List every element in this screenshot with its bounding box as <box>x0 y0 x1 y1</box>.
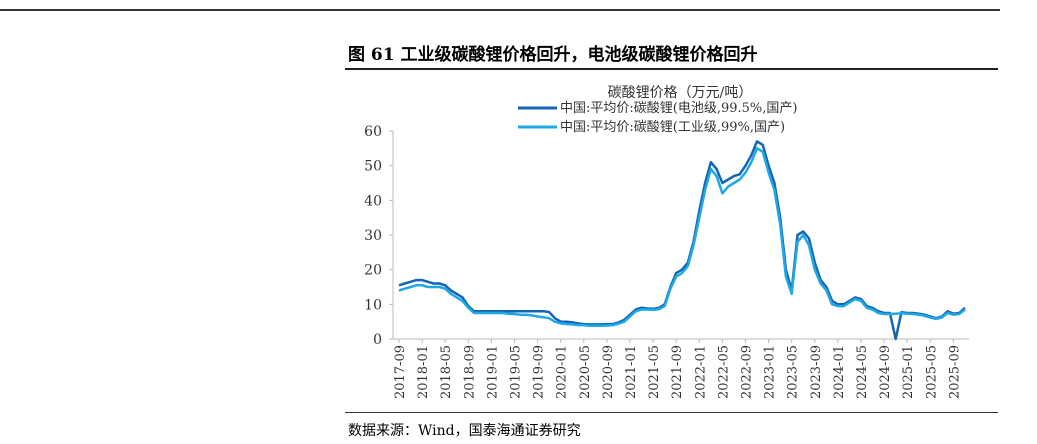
legend-label-industrial: 中国:平均价:碳酸锂(工业级,99%,国产) <box>560 120 785 135</box>
x-tick-label: 2022-05 <box>716 345 731 399</box>
top-border <box>0 9 1000 11</box>
x-tick-label: 2024-05 <box>855 345 870 399</box>
x-tick-label: 2023-05 <box>786 345 801 399</box>
x-tick-label: 2023-09 <box>809 345 824 399</box>
x-tick-label: 2023-01 <box>763 345 778 399</box>
x-tick-label: 2021-09 <box>670 345 685 399</box>
y-tick-label: 50 <box>364 159 382 175</box>
x-tick-label: 2019-01 <box>485 345 500 399</box>
y-tick-label: 0 <box>373 332 382 348</box>
x-tick-label: 2021-01 <box>624 345 639 399</box>
x-tick-label: 2019-09 <box>532 345 547 399</box>
source-note: 数据来源：Wind，国泰海通证券研究 <box>348 423 581 439</box>
x-tick-label: 2024-09 <box>878 345 893 399</box>
figure-title: 图 61 工业级碳酸锂价格回升，电池级碳酸锂价格回升 <box>348 45 758 65</box>
y-tick-label: 30 <box>364 228 382 244</box>
x-tick-label: 2020-05 <box>578 345 593 399</box>
x-tick-label: 2025-05 <box>924 345 939 399</box>
x-tick-label: 2022-09 <box>740 345 755 399</box>
legend-label-battery: 中国:平均价:碳酸锂(电池级,99.5%,国产) <box>560 101 797 116</box>
legend: 中国:平均价:碳酸锂(电池级,99.5%,国产) 中国:平均价:碳酸锂(工业级,… <box>518 101 797 135</box>
x-tick-label: 2022-01 <box>693 345 708 399</box>
x-tick-label: 2025-01 <box>901 345 916 399</box>
x-tick-label: 2020-01 <box>555 345 570 399</box>
x-tick-label: 2017-09 <box>393 345 408 399</box>
source-rule <box>345 412 998 413</box>
series-line-industrial <box>398 147 966 328</box>
x-tick-label: 2018-01 <box>416 345 431 399</box>
x-tick-label: 2024-01 <box>832 345 847 399</box>
x-tick-label: 2018-09 <box>462 345 477 399</box>
y-tick-label: 40 <box>364 193 382 209</box>
x-tick-label: 2018-05 <box>439 345 454 399</box>
title-rule <box>345 68 998 70</box>
x-tick-label: 2021-05 <box>647 345 662 399</box>
y-tick-label: 20 <box>364 263 382 279</box>
y-tick-label: 10 <box>364 297 382 313</box>
x-tick-label: 2020-09 <box>601 345 616 399</box>
y-tick-label: 60 <box>364 124 382 140</box>
x-tick-label: 2019-05 <box>509 345 524 399</box>
chart-title: 碳酸锂价格（万元/吨） <box>608 85 753 101</box>
x-tick-label: 2025-09 <box>947 345 962 399</box>
series-line-battery <box>398 140 966 341</box>
